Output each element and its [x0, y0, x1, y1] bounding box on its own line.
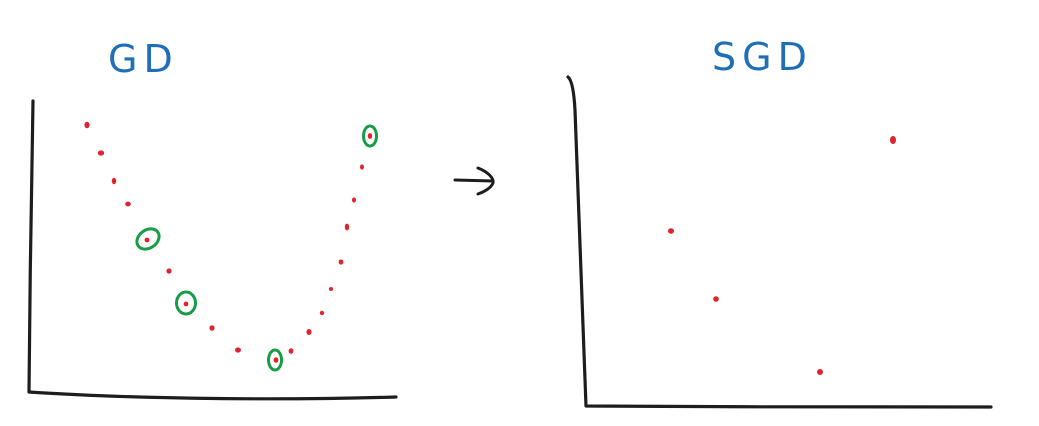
gd-point [209, 325, 215, 331]
gd-point [273, 357, 279, 363]
sgd-panel [566, 75, 993, 409]
highlight-ring [267, 348, 283, 372]
highlight-ring [135, 227, 161, 251]
gd-point [338, 259, 344, 265]
gd-point [166, 268, 172, 274]
sgd-points [668, 136, 896, 375]
gd-point [306, 329, 312, 335]
gd-point [235, 347, 241, 353]
sgd-title: SGD [712, 35, 813, 79]
sgd-point [713, 296, 719, 302]
highlight-ring [362, 124, 378, 148]
gd-point [84, 121, 90, 129]
gd-points [84, 121, 373, 363]
gd-point [329, 287, 333, 291]
gd-point [111, 177, 117, 185]
gd-point [319, 310, 325, 316]
sgd-axes [566, 75, 993, 409]
gd-title: GD [108, 37, 179, 81]
right-arrow-icon [453, 166, 495, 196]
gd-panel [27, 99, 398, 401]
gd-highlight-rings [135, 124, 378, 372]
gd-point [144, 237, 150, 243]
gd-point [97, 150, 105, 156]
gd-point [125, 201, 131, 207]
sgd-point [668, 228, 674, 234]
gd-point [183, 301, 189, 307]
gd-axes [27, 99, 398, 401]
gd-point [367, 133, 373, 139]
sgd-point [890, 136, 896, 144]
gd-point [288, 348, 294, 354]
gd-point [344, 223, 350, 231]
highlight-ring [175, 290, 197, 316]
gd-point [352, 197, 356, 203]
sgd-point [817, 369, 823, 375]
gd-point [360, 164, 364, 170]
